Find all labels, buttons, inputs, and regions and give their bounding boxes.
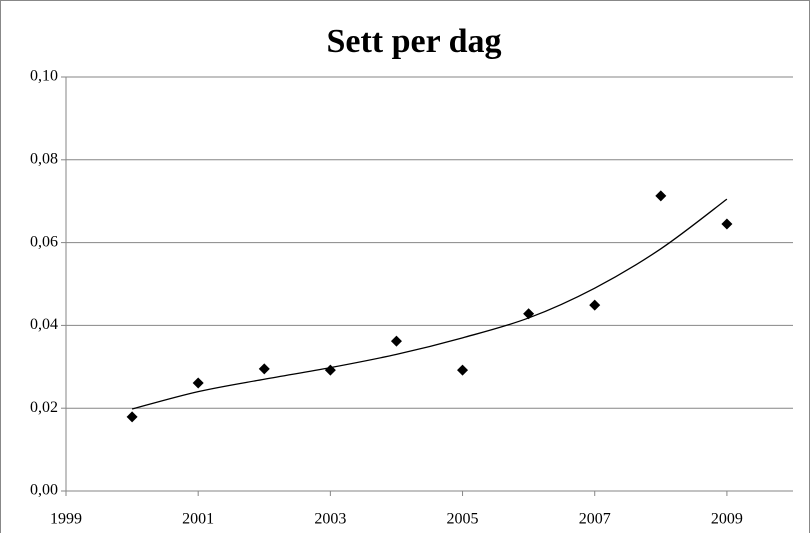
x-tick-label: 2009 [711,511,743,528]
x-tick-label: 2005 [447,511,479,528]
point [258,363,270,375]
x-tick-label: 2001 [182,511,214,528]
point [390,335,402,347]
trendline [131,198,728,410]
y-tick-label: 0,10 [30,68,58,85]
y-tick-label: 0,06 [30,233,58,250]
point [457,364,469,376]
point [192,377,204,389]
point [655,190,667,202]
point [523,308,535,320]
point [589,299,601,311]
y-tick-label: 0,04 [30,316,58,333]
point [324,364,336,376]
y-tick-label: 0,02 [30,399,58,416]
x-tick-label: 2003 [314,511,346,528]
point [126,411,138,423]
y-tick-label: 0,08 [30,150,58,167]
y-tick-label: 0,00 [30,482,58,499]
chart-title: Sett per dag [326,23,501,60]
x-tick-label: 1999 [50,511,82,528]
point [721,218,733,230]
x-tick-label: 2007 [579,511,611,528]
